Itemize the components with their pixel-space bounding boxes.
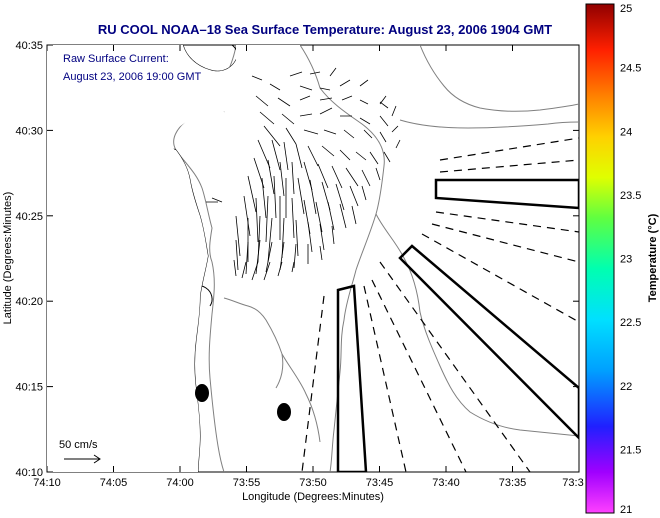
x-axis-ticks: 74:10 74:05 74:00 73:55 73:50 73:45 73:40 73:35… [33, 45, 584, 489]
survey-zones [336, 178, 579, 472]
x-tick-label: 74:00 [166, 477, 194, 489]
land-mass [47, 45, 300, 472]
y-axis-label: Latitude (Degrees:Minutes) [2, 192, 14, 325]
colorbar-tick-label: 23.5 [620, 190, 641, 202]
colorbar-tick-label: 22.5 [620, 317, 641, 329]
colorbar-tick-label: 22 [620, 381, 632, 393]
map-title: RU COOL NOAA–18 Sea Surface Temperature:… [98, 22, 552, 37]
y-tick-label: 40:15 [15, 382, 43, 394]
colorbar-tick-label: 21 [620, 504, 632, 516]
current-note-line2: August 23, 2006 19:00 GMT [63, 71, 201, 83]
x-tick-label: 74:10 [33, 477, 61, 489]
y-tick-label: 40:20 [15, 296, 43, 308]
x-tick-label: 73:50 [299, 477, 327, 489]
buoy-marker-1 [195, 384, 209, 402]
x-tick-label: 73:35 [499, 477, 527, 489]
scale-arrow [64, 454, 101, 464]
colorbar-tick-label: 25 [620, 3, 632, 15]
scale-label: 50 cm/s [59, 439, 98, 451]
colorbar [585, 3, 615, 514]
x-tick-label: 73:45 [366, 477, 394, 489]
x-tick-label: 73:3 [562, 477, 583, 489]
colorbar-tick-label: 23 [620, 254, 632, 266]
colorbar-tick-label: 21.5 [620, 444, 641, 456]
y-tick-label: 40:30 [15, 125, 43, 137]
y-tick-label: 40:25 [15, 211, 43, 223]
x-tick-label: 74:05 [100, 477, 128, 489]
current-note-line1: Raw Surface Current: [63, 53, 169, 65]
x-tick-label: 73:40 [432, 477, 460, 489]
x-axis-label: Longitude (Degrees:Minutes) [242, 491, 384, 503]
colorbar-tick-label: 24.5 [620, 63, 641, 75]
x-tick-label: 73:55 [233, 477, 261, 489]
y-axis-ticks: 40:35 40:30 40:25 40:20 40:15 40:10 [15, 40, 579, 479]
colorbar-label: Temperature (°C) [647, 213, 659, 302]
colorbar-tick-label: 24 [620, 126, 632, 138]
buoy-marker-2 [277, 403, 291, 421]
y-tick-label: 40:10 [15, 467, 43, 479]
colorbar-ticks: 25 24.5 24 23.5 23 22.5 22 21.5 21 [620, 3, 641, 516]
y-tick-label: 40:35 [15, 40, 43, 52]
transect-dashed-lines [301, 137, 579, 472]
current-vector-field [206, 67, 401, 281]
